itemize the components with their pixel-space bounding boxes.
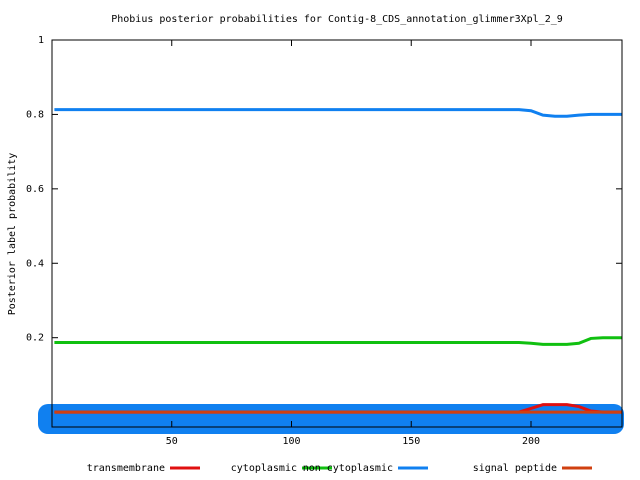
legend-label: signal peptide [473,463,557,474]
y-axis-label: Posterior label probability [7,153,18,316]
region-band [38,404,624,434]
series-line [54,108,622,118]
legend-label: transmembrane [87,463,165,474]
legend-label: non cytoplasmic [303,463,393,474]
legend-label: cytoplasmic [231,463,297,474]
y-tick-label: 0.2 [26,333,44,344]
y-tick-label: 0.6 [26,184,44,195]
x-tick-label: 150 [402,436,420,447]
series-line [54,336,622,346]
y-tick-label: 0.4 [26,258,44,269]
y-tick-label: 0.8 [26,109,44,120]
x-tick-label: 100 [282,436,300,447]
x-tick-label: 50 [166,436,178,447]
x-tick-label: 200 [522,436,540,447]
chart-title: Phobius posterior probabilities for Cont… [111,14,563,25]
y-tick-label: 1 [38,35,44,46]
plot-frame [51,39,623,428]
